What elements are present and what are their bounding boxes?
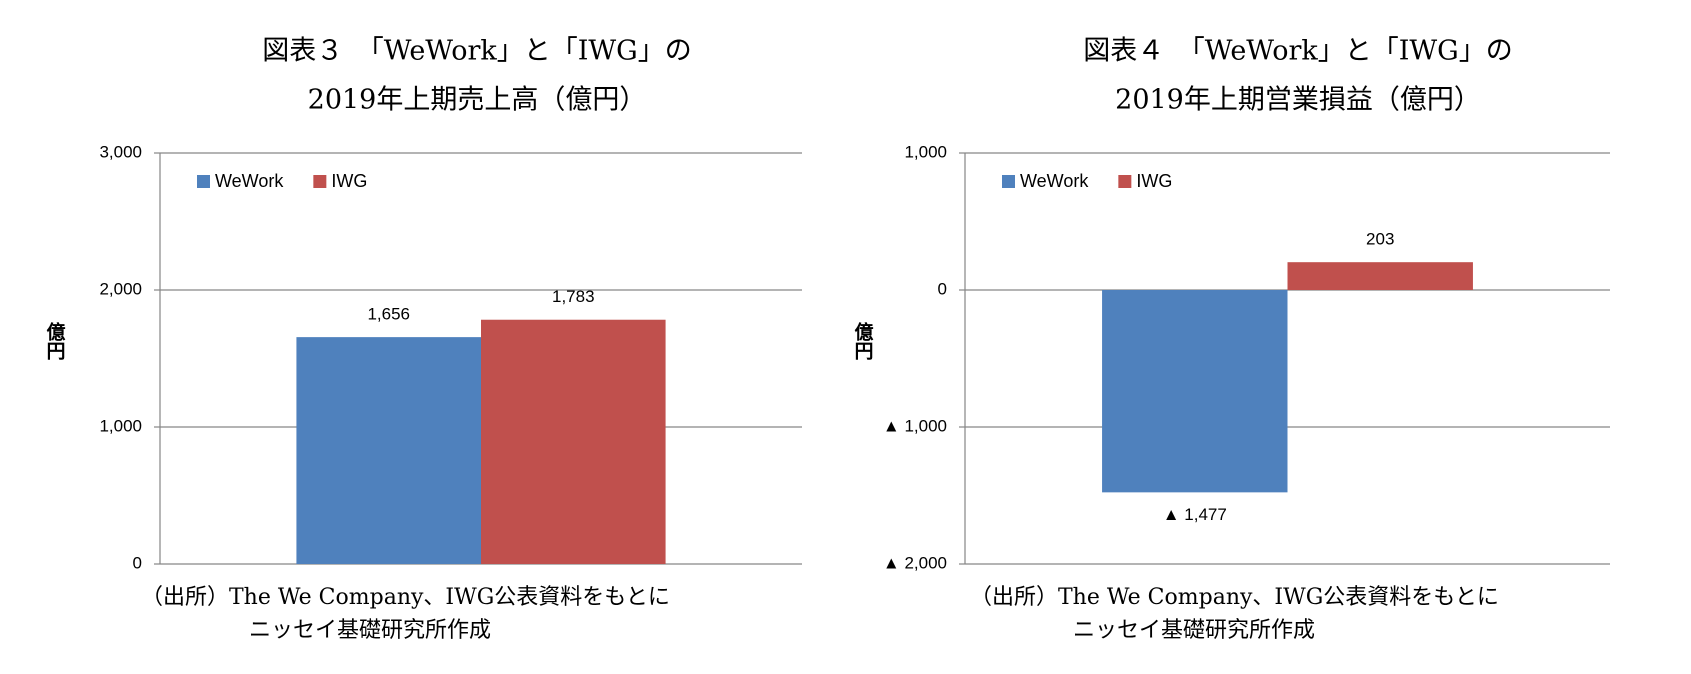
bar — [1287, 262, 1473, 290]
chart-title: 図表４ 「WeWork」と「IWG」の — [1083, 36, 1512, 67]
legend-label: WeWork — [1020, 171, 1089, 191]
y-tick-label: 1,000 — [99, 416, 142, 435]
y-tick-label: ▲ 1,000 — [883, 416, 947, 435]
legend-swatch — [1118, 175, 1132, 188]
bar — [1102, 290, 1288, 493]
source-note: （出所）The We Company、IWG公表資料をもとに — [970, 585, 1499, 610]
bar — [296, 337, 481, 564]
y-tick-label: 2,000 — [99, 279, 142, 298]
legend-swatch — [197, 175, 210, 188]
data-label: 1,783 — [552, 287, 595, 306]
source-note: （出所）The We Company、IWG公表資料をもとに — [141, 585, 670, 610]
legend-swatch — [313, 175, 327, 188]
data-label: 203 — [1366, 230, 1394, 249]
y-tick-label: ▲ 2,000 — [883, 553, 947, 572]
y-axis-label: 億円 — [852, 321, 874, 360]
source-note: ニッセイ基礎研究所作成 — [249, 618, 491, 643]
y-tick-label: 1,000 — [904, 142, 947, 161]
legend-label: IWG — [331, 171, 367, 191]
source-note: ニッセイ基礎研究所作成 — [1073, 618, 1315, 643]
chart-title: 2019年上期営業損益（億円） — [1115, 85, 1481, 116]
legend-swatch — [1002, 175, 1015, 188]
y-tick-label: 0 — [133, 553, 142, 572]
legend-label: WeWork — [215, 171, 284, 191]
chart-title: 2019年上期売上高（億円） — [308, 85, 647, 116]
legend-label: IWG — [1136, 171, 1172, 191]
bar — [481, 319, 666, 564]
chart-title: 図表３ 「WeWork」と「IWG」の — [262, 36, 691, 67]
y-tick-label: 0 — [938, 279, 947, 298]
y-axis-label: 億円 — [44, 321, 66, 360]
data-label: 1,656 — [367, 305, 410, 324]
data-label: ▲ 1,477 — [1163, 505, 1227, 524]
y-tick-label: 3,000 — [99, 142, 142, 161]
